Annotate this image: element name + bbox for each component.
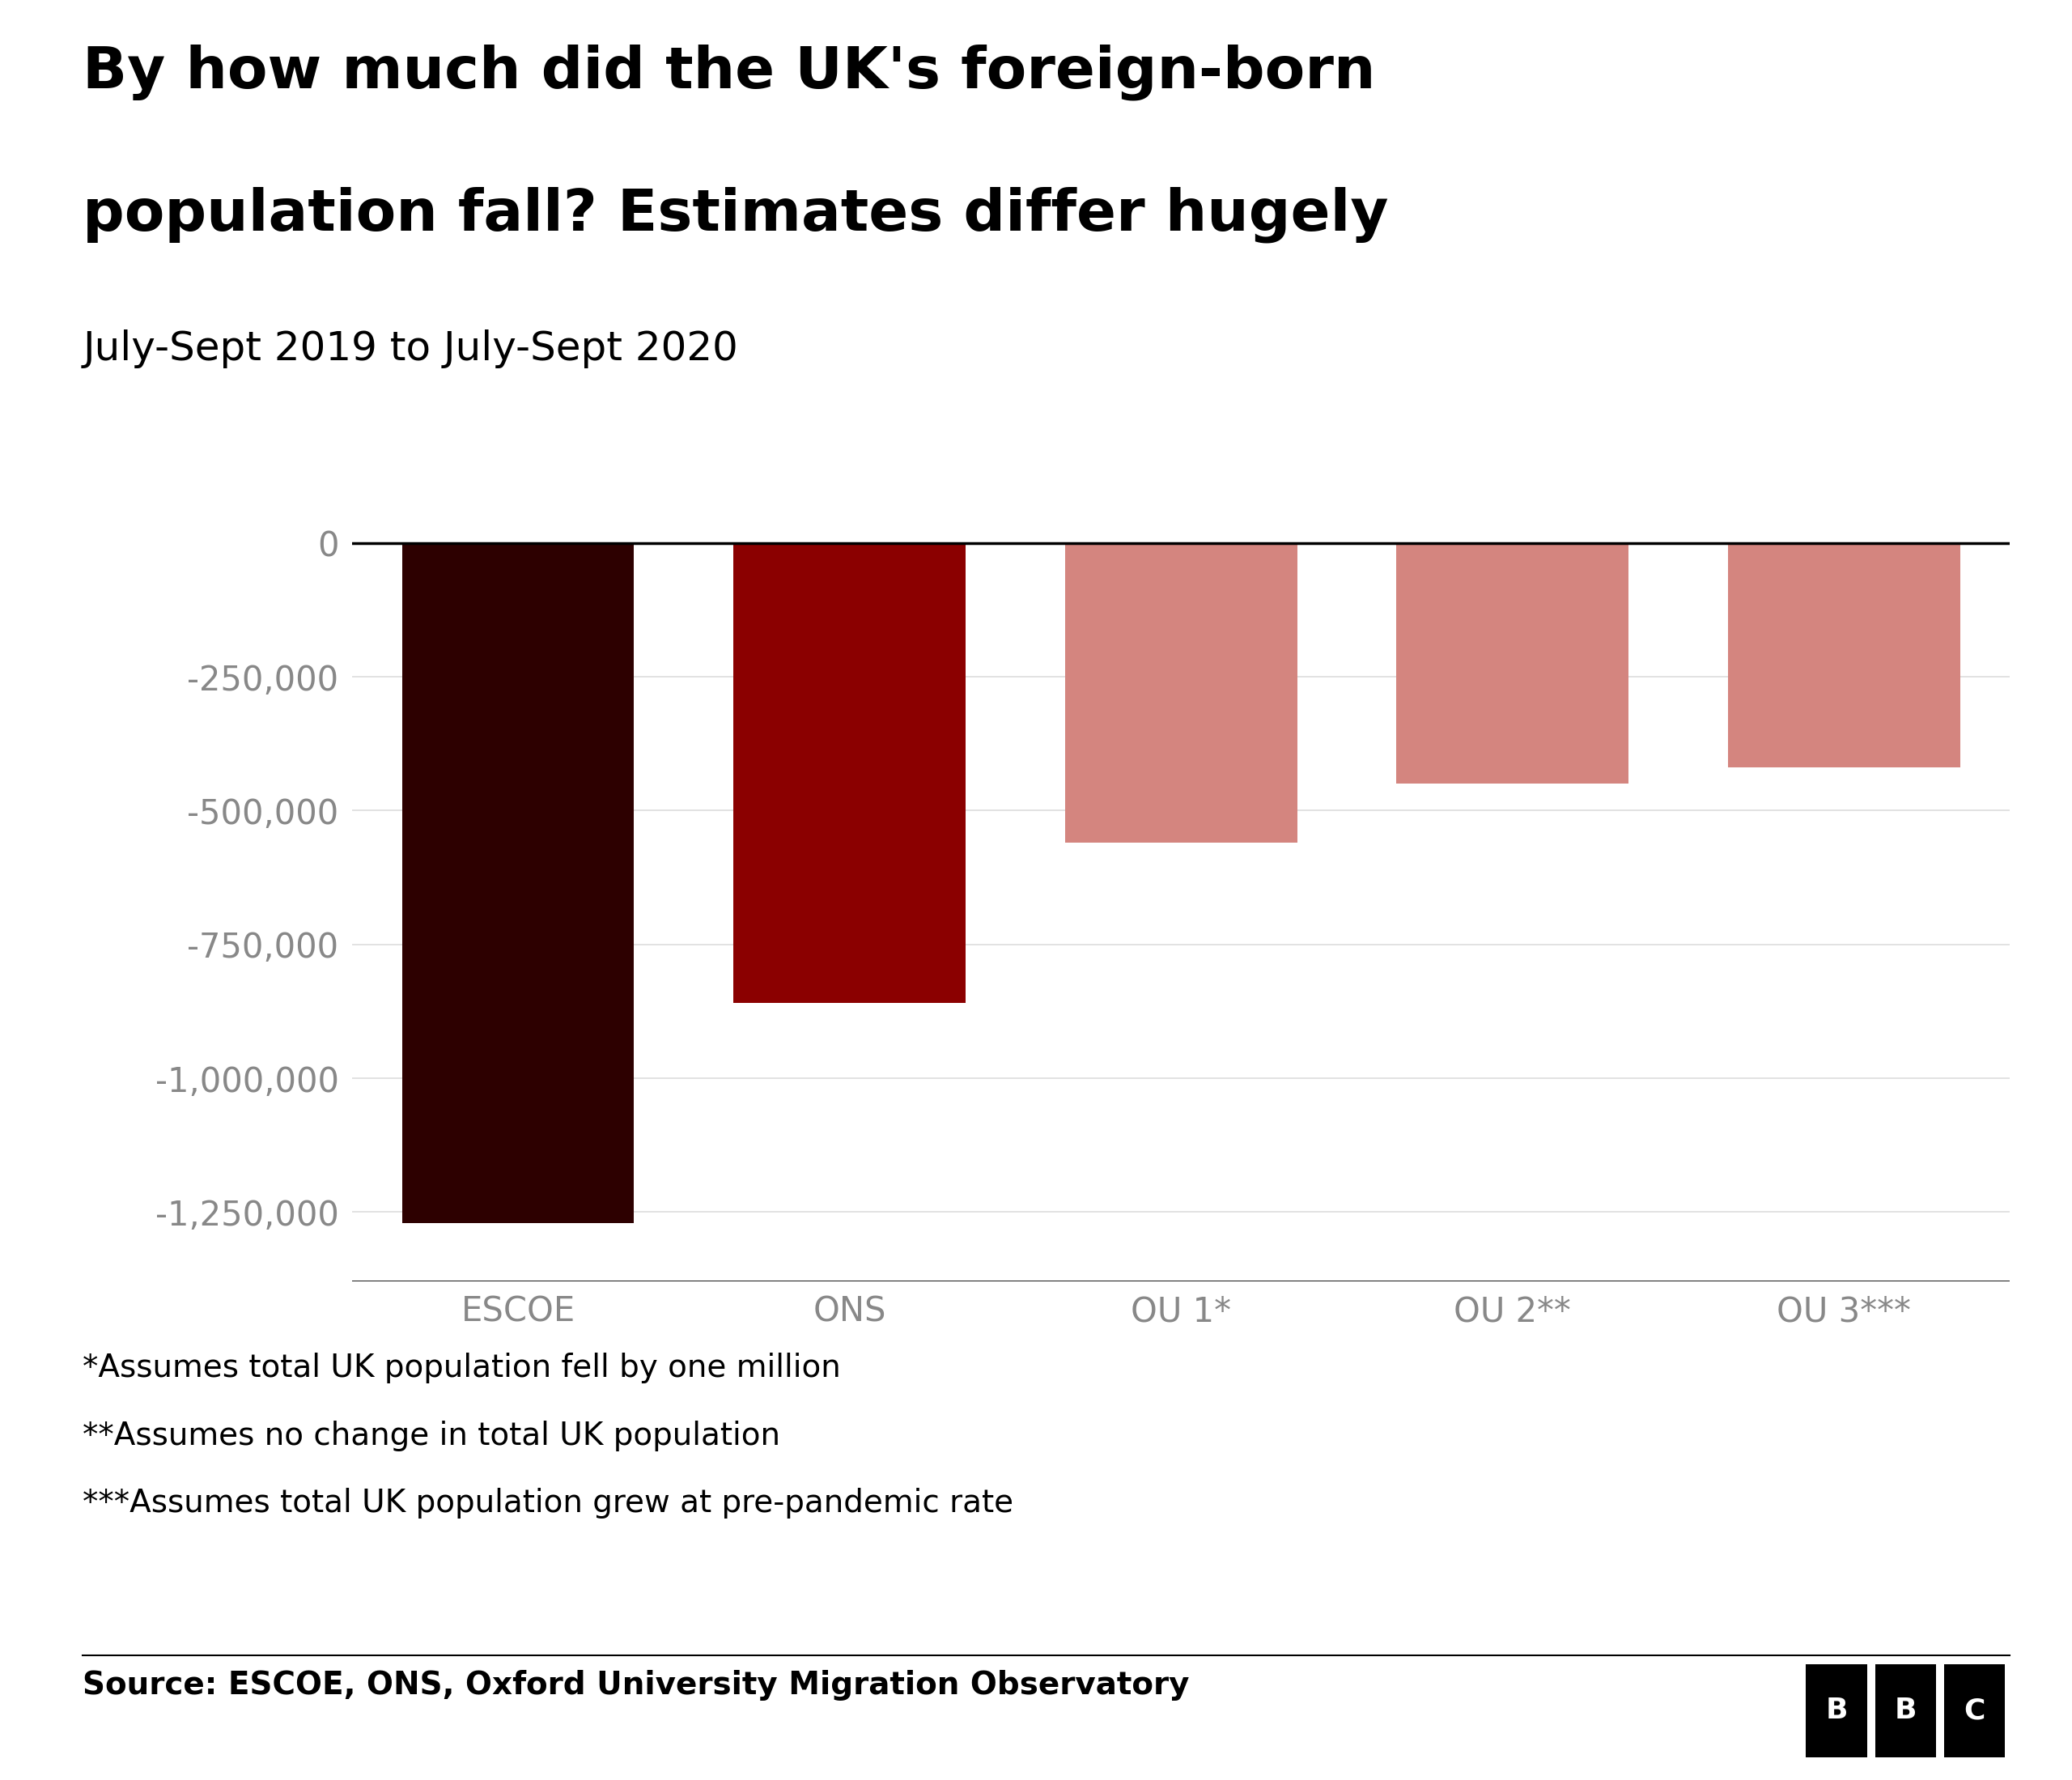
Text: **Assumes no change in total UK population: **Assumes no change in total UK populati… bbox=[83, 1420, 781, 1451]
Bar bbox=[1728, 543, 1960, 767]
Text: C: C bbox=[1964, 1696, 1985, 1725]
FancyBboxPatch shape bbox=[1807, 1664, 1867, 1757]
FancyBboxPatch shape bbox=[1944, 1664, 2006, 1757]
Text: Source: ESCOE, ONS, Oxford University Migration Observatory: Source: ESCOE, ONS, Oxford University Mi… bbox=[83, 1670, 1189, 1700]
Text: B: B bbox=[1825, 1696, 1848, 1725]
Bar bbox=[1065, 543, 1297, 842]
Text: ***Assumes total UK population grew at pre-pandemic rate: ***Assumes total UK population grew at p… bbox=[83, 1488, 1013, 1518]
Bar bbox=[733, 543, 966, 1004]
Text: July-Sept 2019 to July-Sept 2020: July-Sept 2019 to July-Sept 2020 bbox=[83, 329, 738, 368]
Text: B: B bbox=[1894, 1696, 1917, 1725]
Text: population fall? Estimates differ hugely: population fall? Estimates differ hugely bbox=[83, 187, 1388, 244]
Text: By how much did the UK's foreign-born: By how much did the UK's foreign-born bbox=[83, 44, 1376, 101]
Bar bbox=[1397, 543, 1629, 783]
FancyBboxPatch shape bbox=[1875, 1664, 1935, 1757]
Bar bbox=[402, 543, 634, 1223]
Text: *Assumes total UK population fell by one million: *Assumes total UK population fell by one… bbox=[83, 1353, 841, 1383]
